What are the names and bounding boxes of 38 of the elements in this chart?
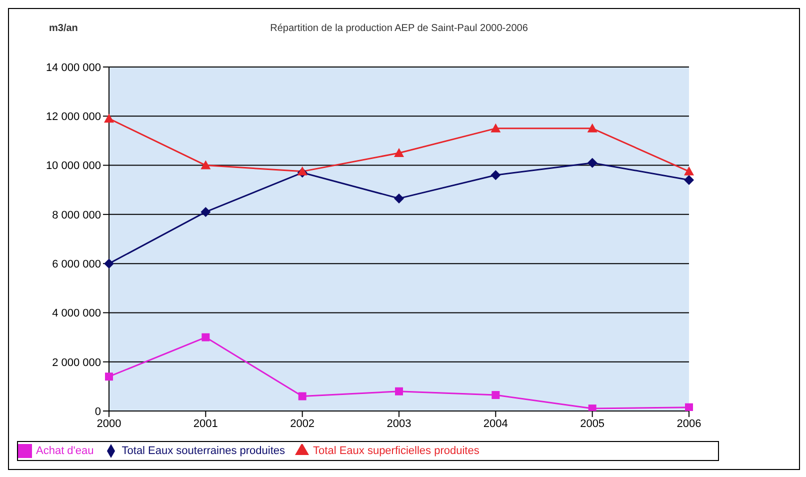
legend-label: Total Eaux souterraines produites (122, 444, 286, 457)
point (105, 372, 113, 381)
point (298, 392, 306, 400)
point (202, 333, 210, 342)
point (588, 404, 596, 411)
y-tick-label: 12 000 000 (46, 111, 101, 124)
x-tick-label: 2005 (580, 418, 605, 430)
y-axis-title: m3/an (49, 23, 78, 34)
x-tick-label: 2001 (193, 418, 218, 430)
point (492, 391, 500, 400)
point (395, 387, 403, 396)
point (490, 123, 501, 132)
point (684, 166, 694, 176)
y-tick-label: 6 000 000 (52, 258, 101, 270)
y-tick-label: 14 000 000 (46, 62, 101, 74)
y-tick-label: 4 000 000 (52, 308, 101, 320)
point (394, 148, 404, 157)
y-tick-label: 10 000 000 (46, 160, 101, 172)
point (200, 206, 211, 217)
x-tick-label: 2006 (676, 418, 702, 430)
x-tick-label: 2002 (290, 418, 315, 430)
point (297, 166, 308, 176)
point (587, 158, 598, 168)
chart-title: Répartition de la production AEP de Saint-Paul 2000-2006 (269, 23, 529, 34)
y-tick-label: 0 (94, 406, 101, 418)
x-tick-label: 2003 (386, 418, 412, 430)
legend-label: Achat d'eau (36, 444, 94, 457)
point (587, 123, 598, 132)
point (685, 403, 693, 411)
point (490, 170, 501, 180)
point (200, 160, 211, 170)
point (684, 175, 694, 186)
y-tick-label: 2 000 000 (52, 356, 101, 369)
point (394, 193, 404, 204)
x-tick-label: 2004 (483, 418, 508, 430)
x-tick-label: 2000 (96, 418, 122, 430)
y-tick-label: 8 000 000 (52, 209, 101, 222)
legend-label: Total Eaux superficielles produites (313, 444, 480, 457)
